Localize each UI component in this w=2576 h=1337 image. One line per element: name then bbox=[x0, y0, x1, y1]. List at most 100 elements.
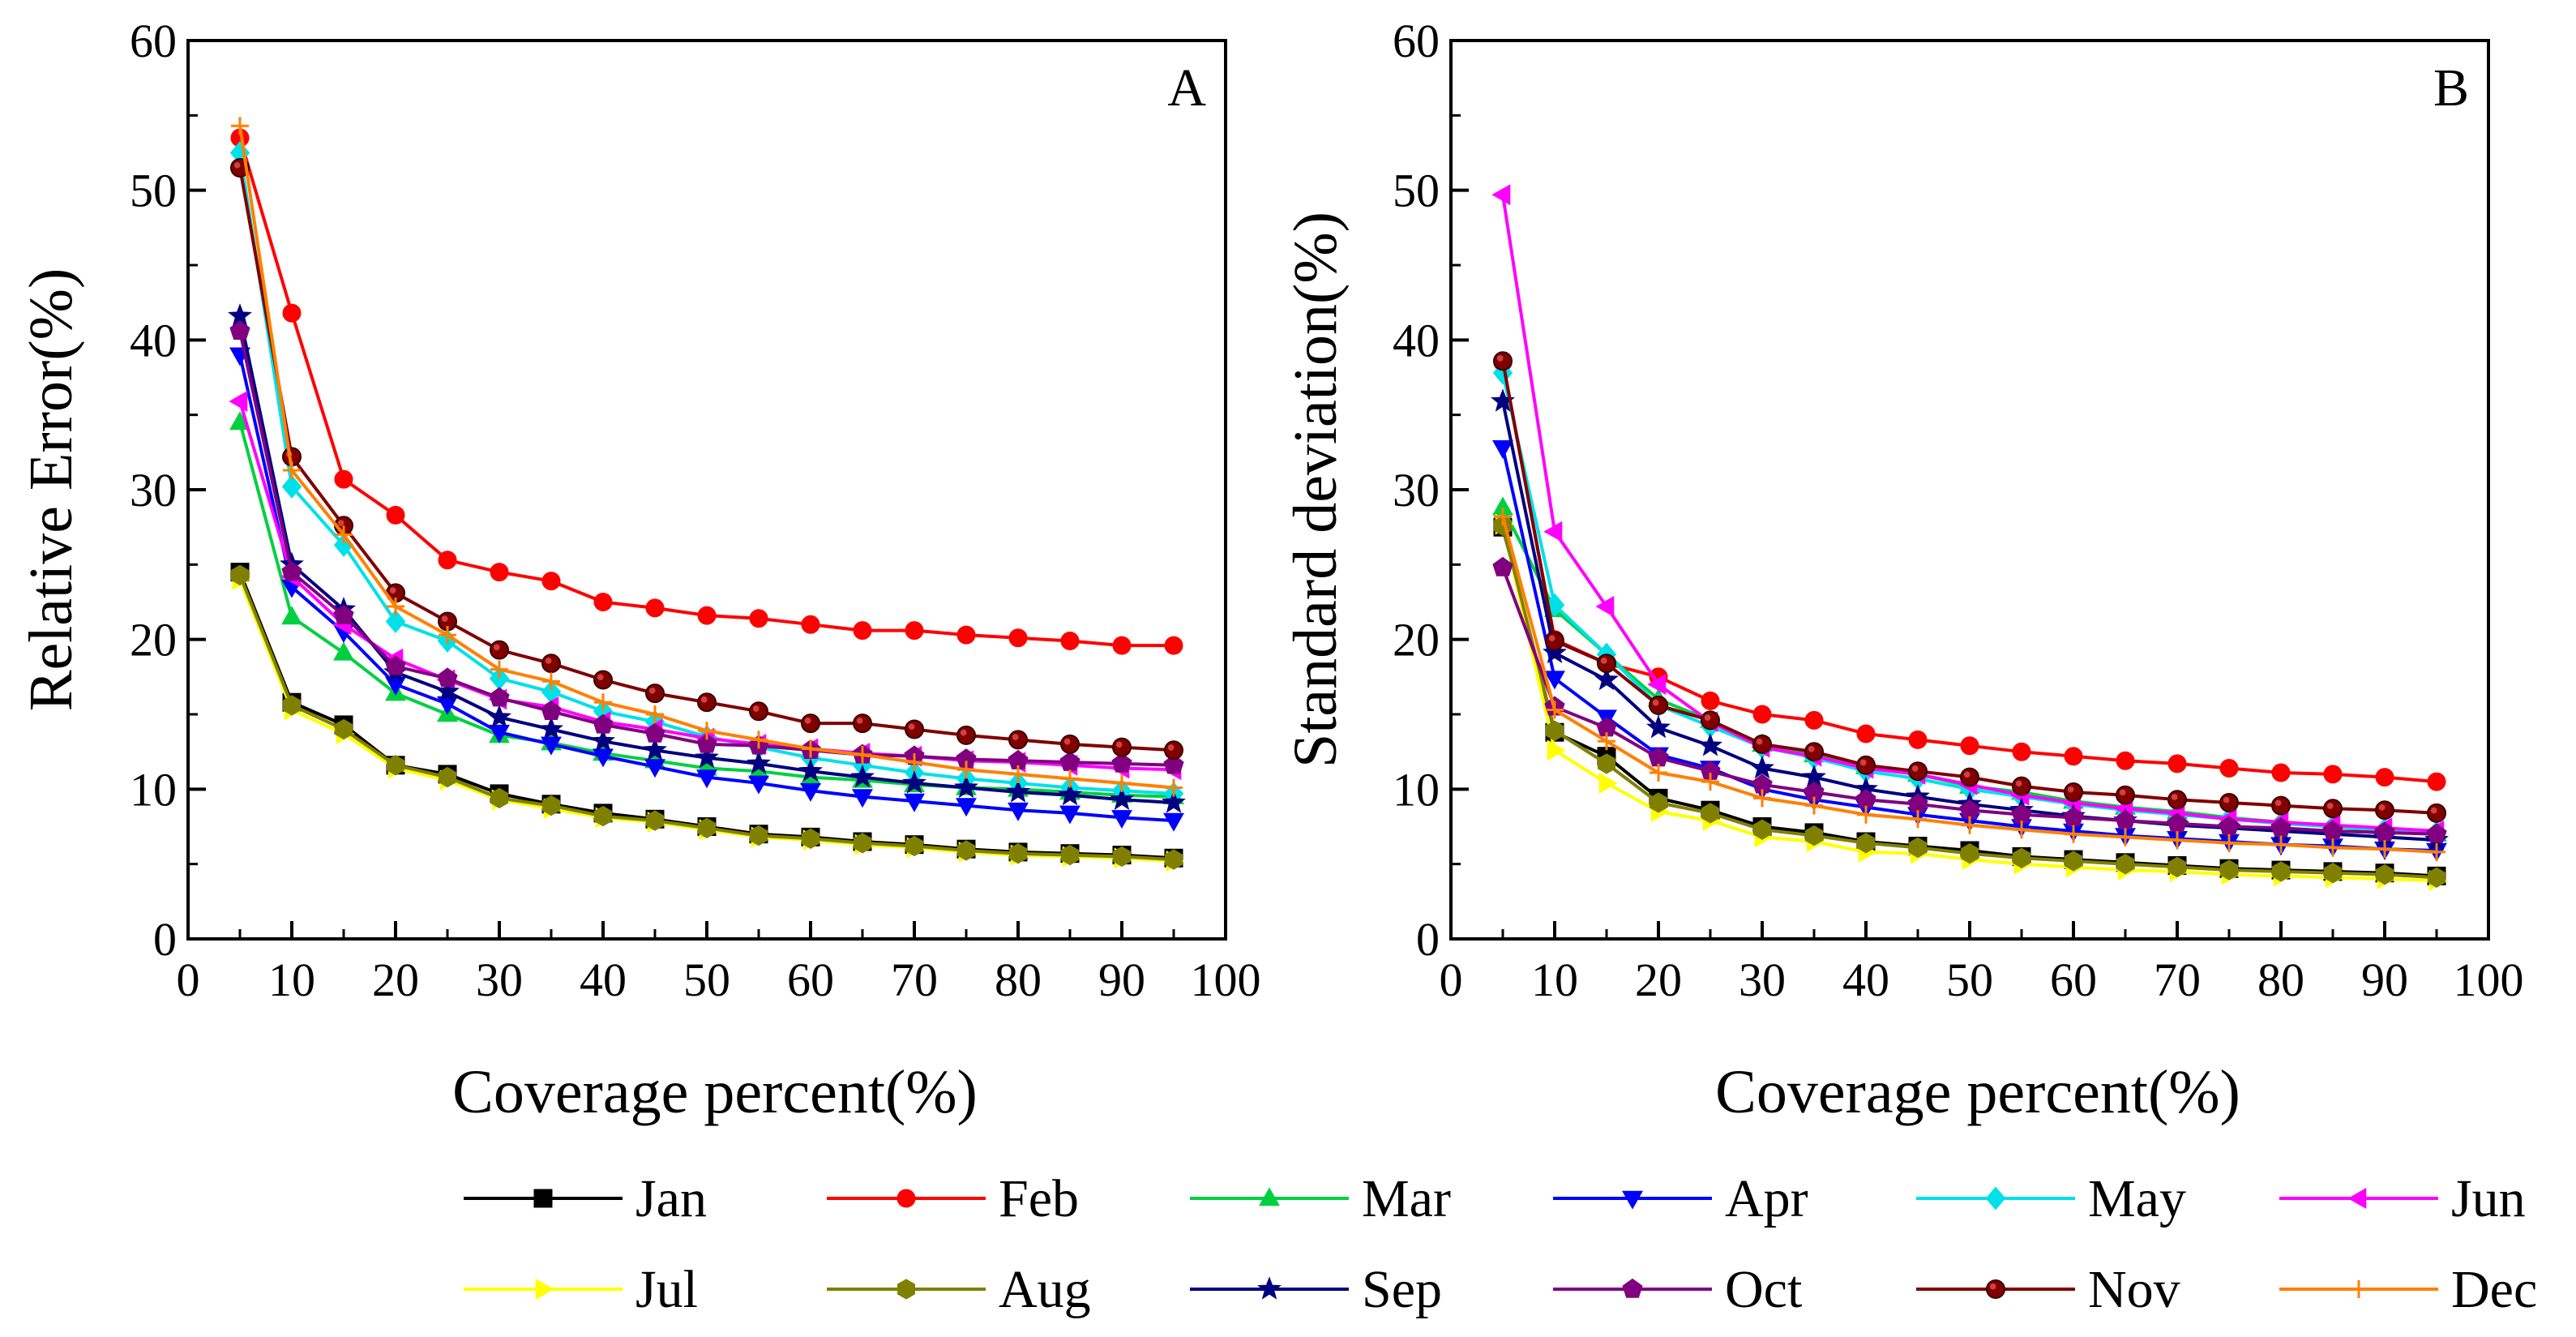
x-tick-label-a: 90 bbox=[1098, 953, 1145, 1006]
legend-label: Apr bbox=[1725, 1169, 1808, 1228]
series-line-feb-b bbox=[1501, 362, 2437, 784]
data-point-oct-a bbox=[385, 655, 406, 675]
x-tick-label-a: 20 bbox=[372, 953, 419, 1006]
series-feb-a bbox=[230, 128, 1183, 655]
data-point-aug-b bbox=[2272, 861, 2290, 882]
data-point-nov-b bbox=[1856, 755, 1876, 775]
data-point-aug-b bbox=[1598, 753, 1615, 774]
data-point-nov-a bbox=[1060, 734, 1080, 754]
x-tick-label-b: 90 bbox=[2361, 953, 2408, 1006]
data-point-dec-b bbox=[2376, 840, 2394, 859]
data-point-aug-a bbox=[1165, 849, 1183, 870]
data-point-dec-a bbox=[1061, 769, 1079, 788]
legend-marker bbox=[2347, 1188, 2367, 1209]
data-point-apr-a bbox=[800, 782, 821, 802]
data-point-nov-a bbox=[645, 683, 665, 704]
data-point-oct-a bbox=[489, 687, 510, 707]
data-point-aug-a bbox=[698, 817, 716, 838]
data-point-sep-a bbox=[954, 774, 978, 799]
data-point-nov-b bbox=[2271, 795, 2291, 816]
legend-label: Jul bbox=[635, 1260, 698, 1319]
data-point-nov-b bbox=[1597, 654, 1616, 674]
x-tick-label-a: 30 bbox=[476, 953, 523, 1006]
data-point-apr-a bbox=[696, 769, 717, 789]
y-tick-label-b: 40 bbox=[1393, 314, 1440, 366]
data-point-sep-a bbox=[435, 679, 460, 703]
data-point-jul-b bbox=[1598, 772, 1618, 794]
data-point-aug-b bbox=[2376, 863, 2394, 885]
data-point-aug-b bbox=[2324, 863, 2342, 884]
data-point-feb-b bbox=[2167, 754, 2187, 773]
data-point-aug-a bbox=[335, 718, 353, 740]
legend-item-apr: Apr bbox=[1553, 1169, 1808, 1228]
data-point-feb-a bbox=[438, 551, 457, 570]
data-point-apr-b bbox=[1492, 439, 1513, 459]
data-point-dec-a bbox=[283, 461, 301, 479]
data-point-nov-b bbox=[2375, 800, 2394, 821]
data-point-nov-b bbox=[2012, 776, 2031, 796]
data-point-feb-a bbox=[853, 621, 872, 641]
data-point-feb-b bbox=[2375, 768, 2394, 787]
legend-item-jun: Jun bbox=[2279, 1169, 2526, 1228]
data-point-nov-b bbox=[2064, 782, 2083, 802]
data-point-aug-a bbox=[905, 835, 923, 857]
data-point-nov-b bbox=[2167, 790, 2187, 810]
data-point-feb-b bbox=[2064, 747, 2083, 766]
data-point-apr-a bbox=[593, 748, 614, 768]
data-point-apr-a bbox=[541, 736, 562, 756]
data-point-apr-a bbox=[644, 759, 665, 778]
legend-label: May bbox=[2088, 1169, 2186, 1228]
data-point-aug-a bbox=[1009, 843, 1027, 864]
data-point-dec-a bbox=[802, 739, 819, 758]
plot-frame-a bbox=[186, 39, 1227, 941]
data-point-sep-a bbox=[747, 751, 771, 774]
data-point-feb-b bbox=[1908, 730, 1928, 749]
y-tick-label-a: 40 bbox=[130, 314, 177, 366]
data-point-aug-b bbox=[2168, 856, 2186, 878]
series-line-jun-b bbox=[1501, 194, 2437, 833]
panel-label-a: A bbox=[1167, 58, 1206, 118]
legend-label: Aug bbox=[999, 1260, 1091, 1319]
data-point-nov-a bbox=[956, 725, 976, 745]
legend-marker bbox=[1622, 1278, 1643, 1298]
data-point-may-a bbox=[281, 474, 302, 499]
data-point-sep-a bbox=[1058, 782, 1082, 806]
data-point-sep-a bbox=[798, 758, 823, 782]
data-point-feb-a bbox=[697, 606, 717, 625]
data-point-dec-b bbox=[2324, 838, 2342, 857]
x-tick-label-b: 10 bbox=[1531, 953, 1578, 1006]
panel-b: 0 10 20 30 40 50 60 70 80 90 100 0 10 20 30 40 50 60 Cover… bbox=[1282, 15, 2524, 1126]
data-point-oct-a bbox=[437, 667, 458, 688]
data-point-nov-b bbox=[1649, 695, 1668, 715]
legend-item-may: May bbox=[1916, 1169, 2186, 1228]
data-point-sep-b bbox=[1543, 640, 1567, 664]
data-point-nov-a bbox=[697, 692, 717, 713]
data-point-nov-a bbox=[801, 713, 820, 734]
data-point-mar-a bbox=[281, 606, 302, 625]
data-point-feb-b bbox=[1960, 736, 1979, 756]
data-point-nov-a bbox=[1112, 737, 1132, 757]
x-tick-label-a: 50 bbox=[683, 953, 730, 1006]
data-point-feb-a bbox=[956, 625, 976, 645]
data-point-oct-a bbox=[229, 320, 250, 341]
data-point-dec-b bbox=[2116, 828, 2134, 846]
data-point-dec-b bbox=[1494, 508, 1512, 526]
x-tick-label-b: 50 bbox=[1946, 953, 1993, 1006]
data-point-aug-a bbox=[490, 787, 508, 809]
data-point-oct-b bbox=[1492, 556, 1513, 576]
data-point-nov-b bbox=[1545, 631, 1564, 651]
data-point-feb-a bbox=[1112, 636, 1132, 655]
data-point-feb-b bbox=[1804, 710, 1824, 730]
data-point-dec-a bbox=[750, 731, 768, 749]
x-tick-label-b: 100 bbox=[2454, 953, 2524, 1006]
series-dec-b bbox=[1494, 508, 2445, 861]
data-point-mar-a bbox=[333, 641, 354, 661]
legend-marker bbox=[1257, 1276, 1282, 1300]
data-point-nov-b bbox=[1804, 742, 1824, 762]
data-point-jun-b bbox=[1491, 184, 1511, 206]
data-point-dec-b bbox=[1753, 789, 1771, 808]
data-point-dec-a bbox=[646, 705, 664, 723]
data-point-aug-b bbox=[1961, 843, 1979, 864]
data-point-feb-b bbox=[1856, 724, 1876, 743]
data-point-aug-a bbox=[231, 564, 249, 585]
